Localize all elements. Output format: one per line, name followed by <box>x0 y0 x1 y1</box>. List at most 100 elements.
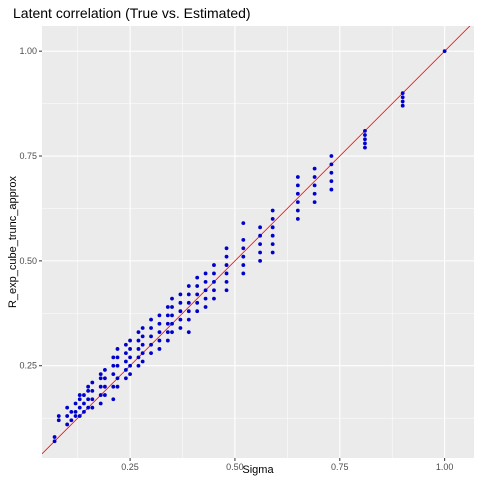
data-point <box>170 313 174 318</box>
data-point <box>165 305 170 309</box>
data-point <box>73 409 78 414</box>
data-point <box>363 133 367 137</box>
data-point <box>73 401 78 406</box>
data-point <box>149 317 153 322</box>
y-axis-ticks: 0.25 0.50 0.75 1.00 <box>19 46 42 371</box>
data-point <box>212 288 216 293</box>
data-point <box>224 288 229 293</box>
data-point <box>77 405 82 410</box>
data-point <box>123 342 128 347</box>
data-point <box>90 405 95 410</box>
data-point <box>157 347 162 351</box>
data-point <box>136 355 141 360</box>
data-point <box>115 355 120 360</box>
data-point <box>111 372 116 377</box>
data-point <box>400 95 405 100</box>
data-point <box>203 279 208 284</box>
data-point <box>56 414 61 418</box>
data-point <box>149 326 153 330</box>
data-point <box>270 233 275 238</box>
data-point <box>329 179 334 184</box>
data-point <box>52 439 57 444</box>
data-point <box>186 292 191 297</box>
data-point <box>136 338 141 343</box>
data-point <box>115 376 120 381</box>
data-point <box>149 351 153 356</box>
data-point <box>329 187 334 192</box>
data-point <box>82 401 86 406</box>
data-point <box>312 175 317 179</box>
data-point <box>212 296 216 301</box>
data-point <box>103 393 107 397</box>
data-point <box>98 393 103 397</box>
data-point <box>170 321 174 326</box>
major-gridlines <box>42 26 474 458</box>
data-point <box>111 355 116 360</box>
data-point <box>241 254 246 259</box>
data-point <box>82 393 86 397</box>
data-point <box>165 313 170 318</box>
data-point <box>128 338 132 343</box>
data-point <box>111 384 116 389</box>
data-point <box>241 221 246 226</box>
data-point <box>98 384 103 389</box>
y-tick-label: 0.75 <box>19 151 37 161</box>
data-point <box>186 284 191 288</box>
data-point <box>195 309 200 314</box>
data-point <box>178 317 183 322</box>
data-point <box>98 372 103 377</box>
data-point <box>270 225 275 230</box>
data-point <box>128 355 132 360</box>
data-point <box>170 296 174 301</box>
data-point <box>329 170 334 175</box>
data-point <box>111 397 116 402</box>
data-point <box>195 284 200 288</box>
data-point <box>363 128 367 133</box>
data-point <box>270 250 275 255</box>
data-point <box>270 208 275 213</box>
data-point <box>52 435 57 439</box>
y-tick-label: 1.00 <box>19 46 37 56</box>
data-point <box>178 292 183 297</box>
data-point <box>203 296 208 301</box>
data-point <box>258 233 262 238</box>
data-point <box>258 258 262 263</box>
data-point <box>224 271 229 276</box>
data-point <box>90 380 95 385</box>
data-point <box>363 137 367 142</box>
data-point <box>136 330 141 335</box>
data-point <box>195 300 200 305</box>
data-point <box>69 409 74 414</box>
data-point <box>103 384 107 389</box>
data-point <box>241 271 246 276</box>
x-tick-label: 0.50 <box>226 462 244 472</box>
data-point <box>312 191 317 196</box>
data-point <box>98 401 103 406</box>
data-point <box>86 405 91 410</box>
data-point <box>115 384 120 389</box>
data-point <box>363 141 367 146</box>
data-point <box>224 263 229 267</box>
data-point <box>178 326 183 330</box>
x-tick-label: 1.00 <box>436 462 454 472</box>
data-point <box>258 250 262 255</box>
data-point <box>295 217 300 221</box>
data-point <box>77 414 82 418</box>
y-axis-label: R_exp_cube_trunc_approx <box>7 175 19 308</box>
data-point <box>295 200 300 205</box>
data-point <box>56 418 61 423</box>
data-point <box>186 317 191 322</box>
data-point <box>195 275 200 280</box>
data-point <box>123 359 128 364</box>
data-point <box>86 397 91 402</box>
data-point <box>128 363 132 368</box>
y-tick-label: 0.25 <box>19 361 37 371</box>
data-point <box>86 384 91 389</box>
data-point <box>203 288 208 293</box>
data-point <box>128 372 132 377</box>
data-point <box>115 347 120 351</box>
data-point <box>312 183 317 188</box>
data-point <box>312 200 317 205</box>
data-point <box>186 330 191 335</box>
minor-gridlines <box>42 26 474 458</box>
